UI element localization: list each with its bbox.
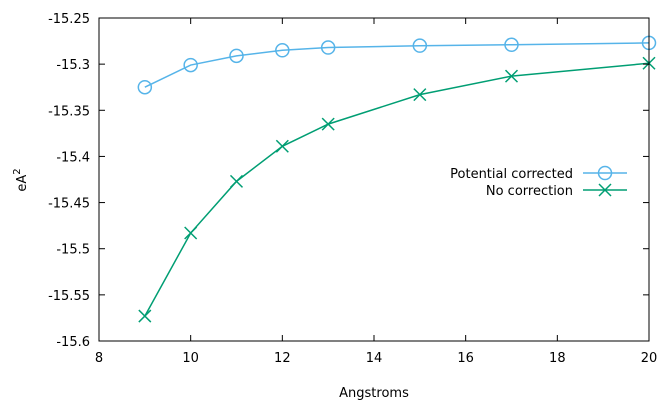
data-point — [413, 88, 427, 102]
x-tick-label: 18 — [549, 351, 566, 366]
y-tick-label: -15.4 — [56, 150, 90, 165]
series-1 — [138, 56, 656, 323]
y-axis: -15.6 -15.55 -15.5 -15.45 -15.4 -15.35 -15.3 -1… — [48, 12, 649, 350]
data-point — [183, 57, 198, 73]
x-axis: 8 10 12 14 16 18 20 — [95, 18, 657, 366]
x-tick-label: 12 — [274, 351, 291, 366]
y-tick-label: -15.35 — [48, 104, 90, 119]
x-axis-label: Angstroms — [339, 386, 409, 400]
series-0 — [137, 35, 657, 95]
x-tick-label: 8 — [95, 351, 103, 366]
data-point — [229, 174, 244, 188]
legend: Potential corrected No correction — [450, 165, 627, 199]
plot-marks — [137, 35, 657, 323]
x-tick-label: 20 — [641, 351, 658, 366]
y-tick-label: -15.25 — [48, 12, 90, 27]
x-tick-label: 10 — [182, 351, 199, 366]
y-tick-label: -15.3 — [56, 58, 90, 73]
data-point — [504, 69, 519, 83]
series-line — [144, 62, 650, 317]
data-point — [504, 37, 519, 53]
y-axis-label-superscript: 2 — [12, 168, 23, 174]
y-tick-label: -15.6 — [56, 335, 90, 350]
data-point — [229, 48, 244, 64]
series-line — [144, 42, 650, 88]
data-point — [412, 38, 428, 53]
y-axis-label: eA2 — [12, 168, 30, 191]
x-tick-label: 16 — [457, 351, 474, 366]
legend-marker — [598, 183, 612, 197]
y-axis-label-base: eA — [15, 175, 30, 192]
data-point — [275, 139, 289, 153]
data-point — [321, 117, 335, 131]
x-tick-label: 14 — [366, 351, 383, 366]
y-tick-label: -15.55 — [48, 289, 90, 304]
y-tick-label: -15.5 — [56, 243, 90, 258]
y-tick-label: -15.45 — [48, 197, 90, 212]
legend-marker — [597, 165, 613, 181]
data-point — [138, 309, 152, 323]
data-point — [275, 43, 290, 58]
legend-label: Potential corrected — [450, 167, 573, 182]
data-point — [137, 79, 153, 95]
legend-label: No correction — [486, 184, 573, 199]
data-point — [184, 226, 198, 240]
data-point — [320, 40, 336, 55]
